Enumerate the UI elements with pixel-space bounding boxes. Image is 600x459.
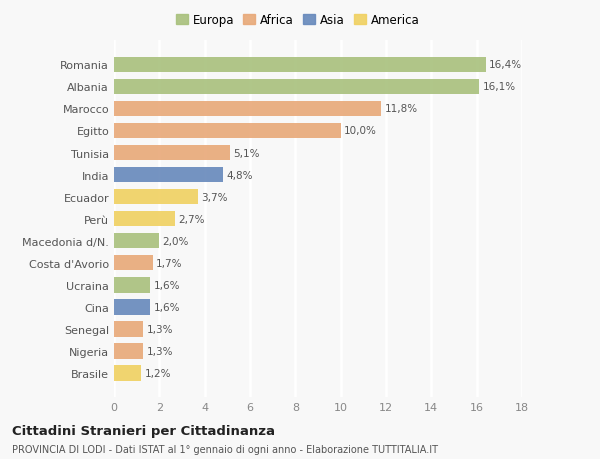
Bar bbox=[114, 79, 479, 95]
Bar bbox=[114, 321, 143, 337]
Bar bbox=[114, 212, 175, 227]
Text: 2,7%: 2,7% bbox=[179, 214, 205, 224]
Legend: Europa, Africa, Asia, America: Europa, Africa, Asia, America bbox=[171, 10, 424, 32]
Bar bbox=[114, 123, 341, 139]
Text: 11,8%: 11,8% bbox=[385, 104, 418, 114]
Bar bbox=[114, 278, 150, 293]
Text: 10,0%: 10,0% bbox=[344, 126, 377, 136]
Text: 1,2%: 1,2% bbox=[145, 368, 171, 378]
Text: Cittadini Stranieri per Cittadinanza: Cittadini Stranieri per Cittadinanza bbox=[12, 424, 275, 437]
Bar bbox=[114, 101, 382, 117]
Bar bbox=[114, 343, 143, 359]
Bar bbox=[114, 57, 486, 73]
Bar bbox=[114, 299, 150, 315]
Text: 2,0%: 2,0% bbox=[163, 236, 189, 246]
Bar bbox=[114, 190, 198, 205]
Text: 1,6%: 1,6% bbox=[154, 280, 180, 290]
Bar bbox=[114, 234, 160, 249]
Text: 1,6%: 1,6% bbox=[154, 302, 180, 312]
Text: 1,7%: 1,7% bbox=[156, 258, 182, 268]
Text: 1,3%: 1,3% bbox=[147, 324, 173, 334]
Bar bbox=[114, 168, 223, 183]
Text: 3,7%: 3,7% bbox=[201, 192, 228, 202]
Bar bbox=[114, 365, 141, 381]
Text: PROVINCIA DI LODI - Dati ISTAT al 1° gennaio di ogni anno - Elaborazione TUTTITA: PROVINCIA DI LODI - Dati ISTAT al 1° gen… bbox=[12, 444, 438, 454]
Text: 4,8%: 4,8% bbox=[226, 170, 253, 180]
Bar bbox=[114, 146, 230, 161]
Text: 5,1%: 5,1% bbox=[233, 148, 260, 158]
Text: 16,1%: 16,1% bbox=[482, 82, 515, 92]
Text: 16,4%: 16,4% bbox=[489, 60, 522, 70]
Bar bbox=[114, 256, 152, 271]
Text: 1,3%: 1,3% bbox=[147, 346, 173, 356]
